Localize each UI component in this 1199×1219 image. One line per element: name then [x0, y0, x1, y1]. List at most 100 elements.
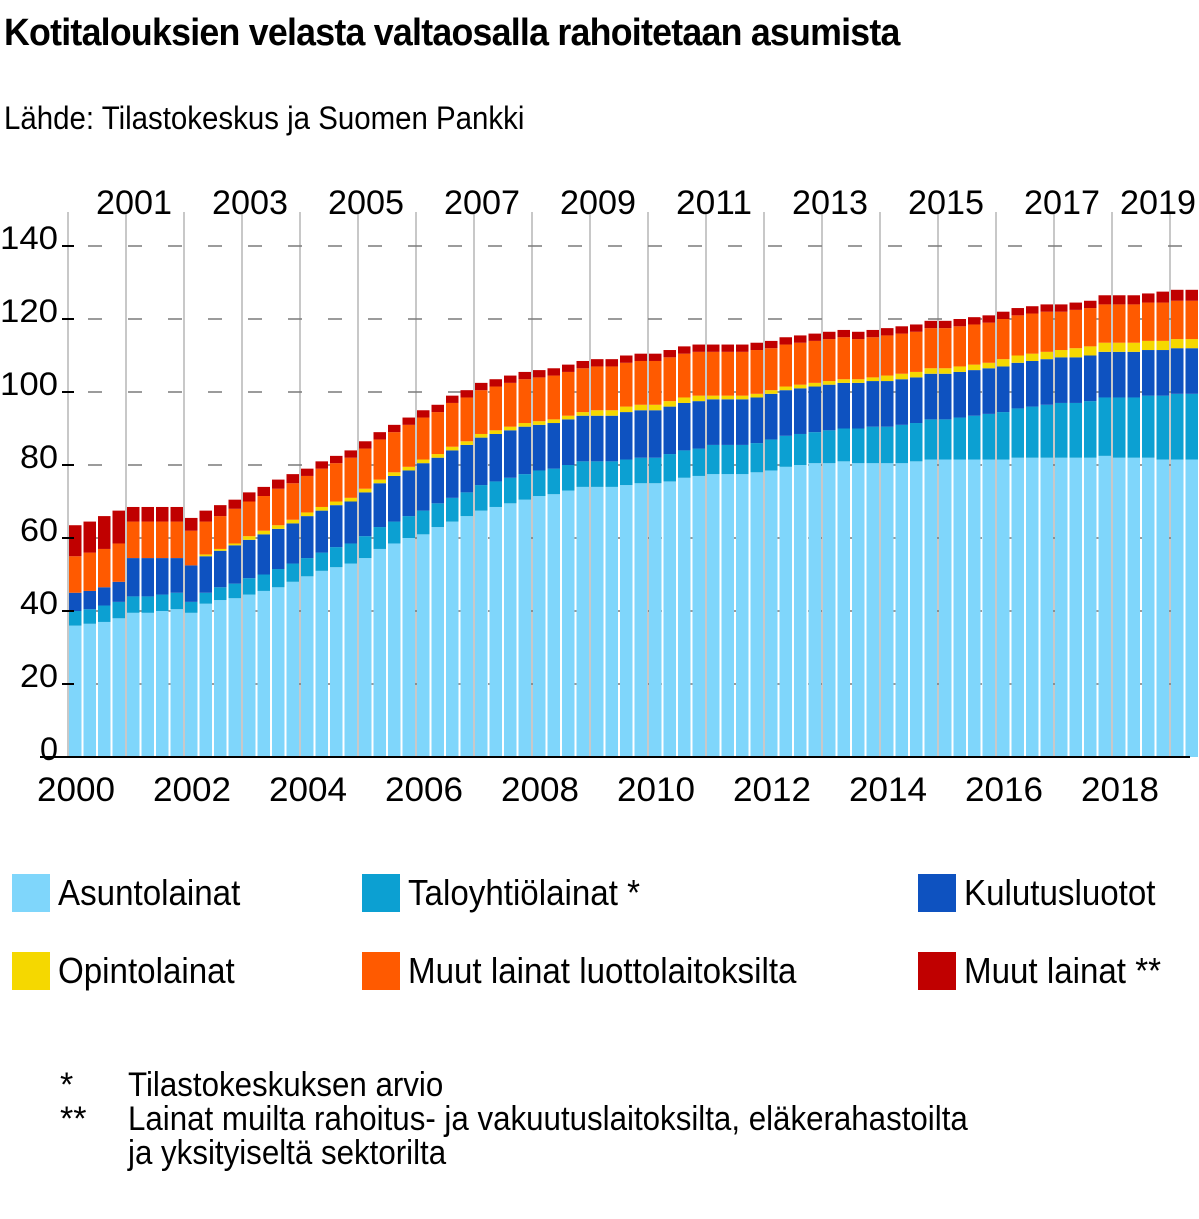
bar-segment-s5-q25 — [431, 404, 444, 413]
bar-segment-s0-q69 — [1069, 457, 1082, 757]
bar-segment-s5-q77 — [1185, 289, 1198, 301]
legend-swatch-muut-lainat-luottolaitoksilta — [362, 952, 400, 990]
bar-segment-s2-q33 — [547, 423, 560, 469]
bar-segment-s1-q26 — [446, 497, 459, 522]
bar-segment-s1-q53 — [837, 428, 850, 462]
legend-swatch-taloyhtiolainat — [362, 874, 400, 912]
bar-segment-s5-q7 — [170, 506, 183, 522]
bar-segment-s5-q49 — [779, 337, 792, 345]
bar-segment-s5-q66 — [1026, 306, 1039, 314]
bar-segment-s0-q19 — [344, 563, 357, 757]
bar-segment-s2-q0 — [69, 592, 82, 611]
bar-segment-s4-q59 — [924, 328, 937, 369]
bar-segment-s4-q74 — [1142, 302, 1155, 341]
x-bottom-label-2018: 2018 — [1081, 771, 1159, 809]
legend-swatch-muut-lainat — [918, 952, 956, 990]
bar-segment-s4-q25 — [431, 412, 444, 455]
bar-segment-s3-q77 — [1185, 339, 1198, 349]
footnote-2-continued-mark — [60, 1136, 128, 1170]
bar-segment-s3-q65 — [1011, 355, 1024, 363]
bar-segment-s1-q57 — [895, 424, 908, 464]
bar-segment-s3-q15 — [286, 519, 299, 524]
bar-segment-s5-q65 — [1011, 308, 1024, 316]
bar-segment-s1-q63 — [982, 413, 995, 460]
bar-segment-s1-q27 — [460, 492, 473, 517]
bar-segment-s4-q50 — [794, 342, 807, 385]
bar-segment-s1-q55 — [866, 426, 879, 464]
bar-segment-s4-q0 — [69, 556, 82, 593]
bar-segment-s1-q9 — [199, 592, 212, 604]
bar-segment-s0-q64 — [997, 459, 1010, 757]
bar-segment-s5-q29 — [489, 379, 502, 387]
bar-segment-s4-q27 — [460, 397, 473, 442]
bar-segment-s3-q51 — [808, 382, 821, 387]
bar-segment-s1-q33 — [547, 468, 560, 495]
bar-segment-s5-q63 — [982, 315, 995, 323]
bar-segment-s3-q25 — [431, 454, 444, 458]
bar-segment-s2-q9 — [199, 556, 212, 593]
y-tick-label-20: 20 — [20, 658, 58, 694]
bar-segment-s4-q42 — [678, 353, 691, 398]
footnote-2-text: Lainat muilta rahoitus- ja vakuutuslaito… — [128, 1100, 968, 1138]
legend-label-asuntolainat: Asuntolainat — [58, 872, 241, 913]
bar-segment-s2-q70 — [1084, 355, 1097, 402]
bar-segment-s5-q6 — [156, 506, 169, 522]
bar-segment-s4-q17 — [315, 468, 328, 507]
bar-segment-s5-q0 — [69, 525, 82, 557]
bar-segment-s3-q20 — [359, 488, 372, 493]
bar-segment-s2-q45 — [721, 399, 734, 445]
bar-segment-s1-q17 — [315, 552, 328, 571]
bar-segment-s0-q35 — [576, 486, 589, 757]
bar-segment-s2-q34 — [562, 419, 575, 465]
bar-segment-s3-q43 — [692, 395, 705, 402]
bar-segment-s2-q52 — [823, 384, 836, 431]
bar-segment-s2-q73 — [1127, 351, 1140, 398]
bar-segment-s5-q14 — [272, 479, 285, 489]
x-top-label-2019: 2019 — [1120, 184, 1196, 222]
bar-segment-s5-q38 — [620, 355, 633, 363]
bar-segment-s0-q16 — [301, 576, 314, 757]
chart-title: Kotitalouksien velasta valtaosalla rahoi… — [4, 12, 900, 54]
bar-segment-s0-q63 — [982, 459, 995, 757]
x-top-label-2017: 2017 — [1024, 184, 1100, 222]
bar-segment-s4-q44 — [707, 351, 720, 396]
bar-segment-s0-q57 — [895, 463, 908, 757]
bar-segment-s1-q10 — [214, 587, 227, 601]
bar-segment-s5-q9 — [199, 510, 212, 522]
bar-segment-s5-q43 — [692, 344, 705, 352]
bar-segment-s5-q67 — [1040, 304, 1053, 312]
bar-segment-s4-q30 — [504, 382, 517, 427]
bar-segment-s0-q68 — [1055, 457, 1068, 757]
bar-segment-s2-q11 — [228, 545, 241, 584]
bar-segment-s5-q16 — [301, 468, 314, 476]
bar-segment-s5-q41 — [663, 350, 676, 358]
bar-segment-s5-q73 — [1127, 295, 1140, 305]
bar-segment-s1-q0 — [69, 611, 82, 626]
bar-segment-s5-q61 — [953, 319, 966, 327]
bar-segment-s1-q14 — [272, 569, 285, 588]
bar-segment-s4-q34 — [562, 371, 575, 416]
bar-segment-s3-q37 — [605, 410, 618, 416]
bar-segment-s1-q68 — [1055, 402, 1068, 458]
bar-segment-s2-q46 — [736, 399, 749, 445]
bar-segment-s1-q35 — [576, 461, 589, 487]
bar-segment-s5-q27 — [460, 390, 473, 398]
bar-segment-s5-q76 — [1171, 289, 1184, 301]
bar-segment-s2-q35 — [576, 415, 589, 462]
bar-segment-s0-q55 — [866, 463, 879, 757]
bar-segment-s1-q72 — [1113, 397, 1126, 458]
bar-segment-s1-q2 — [98, 605, 111, 622]
bar-segment-s4-q52 — [823, 339, 836, 382]
bar-segment-s0-q13 — [257, 590, 270, 757]
bar-segment-s1-q3 — [112, 601, 125, 619]
bar-segment-s2-q49 — [779, 390, 792, 436]
bar-segment-s3-q10 — [214, 548, 227, 551]
bar-segment-s5-q13 — [257, 486, 270, 497]
bar-segment-s5-q60 — [939, 320, 952, 329]
legend-label-kulutusluotot: Kulutusluotot — [964, 872, 1156, 913]
bar-segment-s0-q25 — [431, 527, 444, 757]
bar-segment-s1-q75 — [1156, 395, 1169, 460]
bar-segment-s2-q14 — [272, 528, 285, 570]
bar-segment-s2-q74 — [1142, 350, 1155, 396]
bar-segment-s0-q76 — [1171, 459, 1184, 757]
